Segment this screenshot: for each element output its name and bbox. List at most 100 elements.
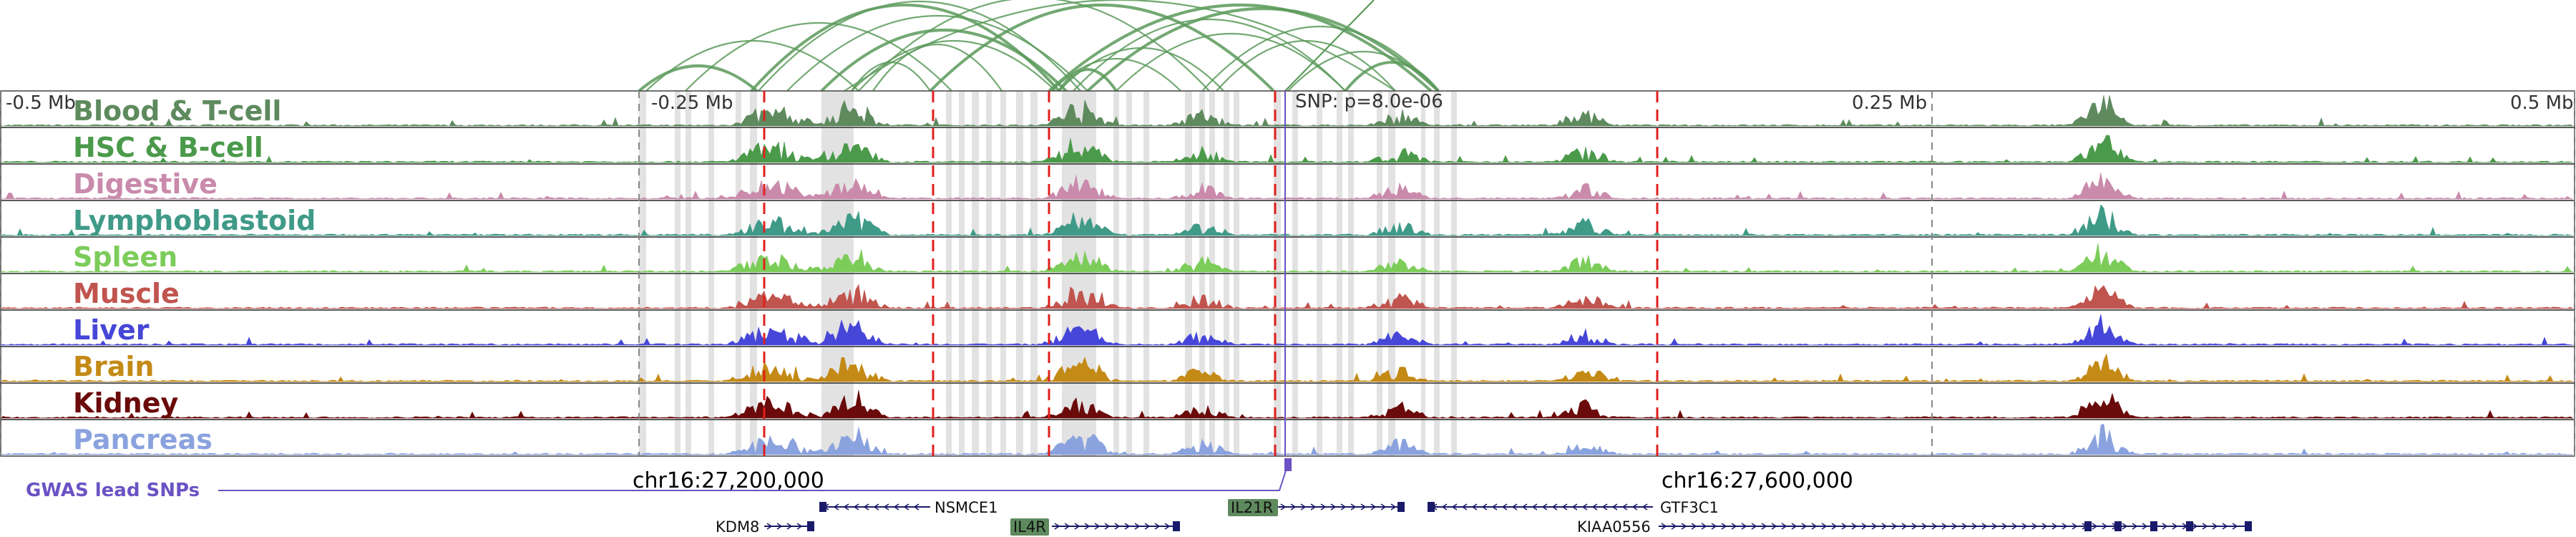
gene-strand-arrow — [2202, 523, 2208, 530]
loop-arc — [1116, 33, 1346, 92]
loop-arc — [851, 39, 1056, 92]
track-label-pancreas: Pancreas — [73, 424, 213, 455]
track-label-brain: Brain — [73, 351, 154, 382]
track-label-blood-t-cell: Blood & T-cell — [73, 95, 281, 127]
gene-strand-arrow — [1370, 503, 1377, 511]
gene-label-nsmce1: NSMCE1 — [935, 499, 997, 516]
track-frame — [0, 346, 2575, 384]
gene-strand-arrow — [2162, 523, 2168, 530]
gene-strand-arrow — [873, 503, 879, 511]
gene-strand-arrow — [1461, 503, 1468, 511]
gene-strand-arrow — [2192, 523, 2198, 530]
gwas-connector-line — [218, 463, 1289, 491]
gene-strand-arrow — [1931, 523, 1938, 530]
signal-trace — [1, 284, 2574, 309]
loop-arc — [1344, 61, 1440, 92]
loop-arc — [645, 39, 859, 92]
loop-arc — [872, 44, 1002, 92]
gene-strand-arrow — [2132, 523, 2138, 530]
gene-annotation-track: NSMCE1 KDM8 IL4R IL21R GTF3C1 KIAA0556 — [716, 499, 2252, 536]
gene-strand-arrow — [1054, 523, 1060, 530]
gene-strand-arrow — [796, 523, 803, 530]
snp-pvalue-label: SNP: p=8.0e-06 — [1295, 91, 1443, 112]
gene-strand-arrow — [1671, 523, 1677, 530]
gene-strand-arrow — [1911, 523, 1918, 530]
gene-strand-arrow — [843, 503, 849, 511]
gene-strand-arrow — [2001, 523, 2008, 530]
loop-arc — [1284, 0, 1375, 92]
gene-strand-arrow — [1064, 523, 1070, 530]
track-frame — [0, 236, 2575, 274]
gene-strand-arrow — [1074, 523, 1080, 530]
track-frame — [0, 419, 2575, 457]
loop-arc — [685, 21, 952, 92]
track-frame — [0, 200, 2575, 238]
gene-strand-arrow — [1701, 523, 1707, 530]
signal-tracks — [0, 90, 2575, 457]
track-label-liver: Liver — [73, 314, 150, 346]
signal-trace — [1, 353, 2574, 382]
gene-strand-arrow — [1851, 523, 1858, 530]
gene-strand-arrow — [2102, 523, 2108, 530]
gene-strand-arrow — [1681, 523, 1687, 530]
gene-strand-arrow — [1761, 523, 1767, 530]
snp-marker-lines — [763, 91, 1659, 456]
gene-exon — [2245, 521, 2252, 531]
gene-highlight-box-il21r — [1228, 499, 1278, 516]
gene-exon — [819, 502, 826, 512]
gene-strand-arrow — [1941, 523, 1948, 530]
gene-strand-arrow — [1781, 523, 1787, 530]
gene-strand-arrow — [1471, 503, 1478, 511]
signal-trace — [0, 314, 2574, 346]
gene-strand-arrow — [1154, 523, 1161, 530]
gene-label-il21r: IL21R — [1231, 499, 1273, 516]
gene-strand-arrow — [1601, 503, 1608, 511]
gene-strand-arrow — [1531, 503, 1538, 511]
track-frame — [0, 90, 2575, 128]
gene-exon — [1173, 521, 1180, 531]
loop-arc — [1201, 26, 1439, 92]
gene-strand-arrow — [786, 523, 793, 530]
track-label-lymphoblastoid: Lymphoblastoid — [73, 205, 316, 236]
gene-strand-arrow — [1290, 503, 1297, 511]
gene-strand-arrow — [1741, 523, 1747, 530]
track-frame — [0, 309, 2575, 347]
gene-strand-arrow — [1280, 503, 1287, 511]
loop-arc — [786, 14, 1088, 92]
gene-strand-arrow — [1581, 503, 1588, 511]
gene-strand-arrow — [2051, 523, 2058, 530]
loop-arc — [929, 4, 1275, 92]
gene-strand-arrow — [1360, 503, 1367, 511]
coordinate-label-right: chr16:27,600,000 — [1662, 468, 1853, 493]
gene-strand-arrow — [1641, 503, 1648, 511]
gene-highlight-box-il4r — [1010, 518, 1049, 536]
gene-exon — [2084, 521, 2092, 531]
gene-strand-arrow — [1350, 503, 1357, 511]
signal-trace — [0, 243, 2574, 273]
track-frame — [0, 163, 2575, 201]
gene-exon — [2114, 521, 2122, 531]
loop-arc — [820, 29, 1068, 92]
gene-strand-arrow — [1871, 523, 1878, 530]
axis-tick-label: 0.5 Mb — [2510, 92, 2574, 114]
gene-strand-arrow — [1981, 523, 1988, 530]
gene-strand-arrow — [1521, 503, 1528, 511]
gene-strand-arrow — [1104, 523, 1111, 530]
gene-strand-arrow — [1441, 503, 1448, 511]
gene-exon — [807, 521, 814, 531]
signal-trace — [1, 135, 2574, 163]
track-label-kidney: Kidney — [73, 387, 178, 419]
gene-strand-arrow — [1861, 523, 1868, 530]
gene-strand-arrow — [1991, 523, 1998, 530]
loop-arc — [1058, 68, 1118, 92]
gene-strand-arrow — [1901, 523, 1908, 530]
gene-strand-arrow — [1491, 503, 1498, 511]
gene-strand-arrow — [1691, 523, 1697, 530]
gene-strand-arrow — [1661, 523, 1667, 530]
axis-tick-label: -0.5 Mb — [6, 92, 76, 114]
gene-nsmce1 — [819, 502, 930, 512]
gene-strand-arrow — [2072, 523, 2078, 530]
gene-strand-arrow — [1164, 523, 1171, 530]
track-frame — [0, 127, 2575, 165]
gene-strand-arrow — [1501, 503, 1508, 511]
